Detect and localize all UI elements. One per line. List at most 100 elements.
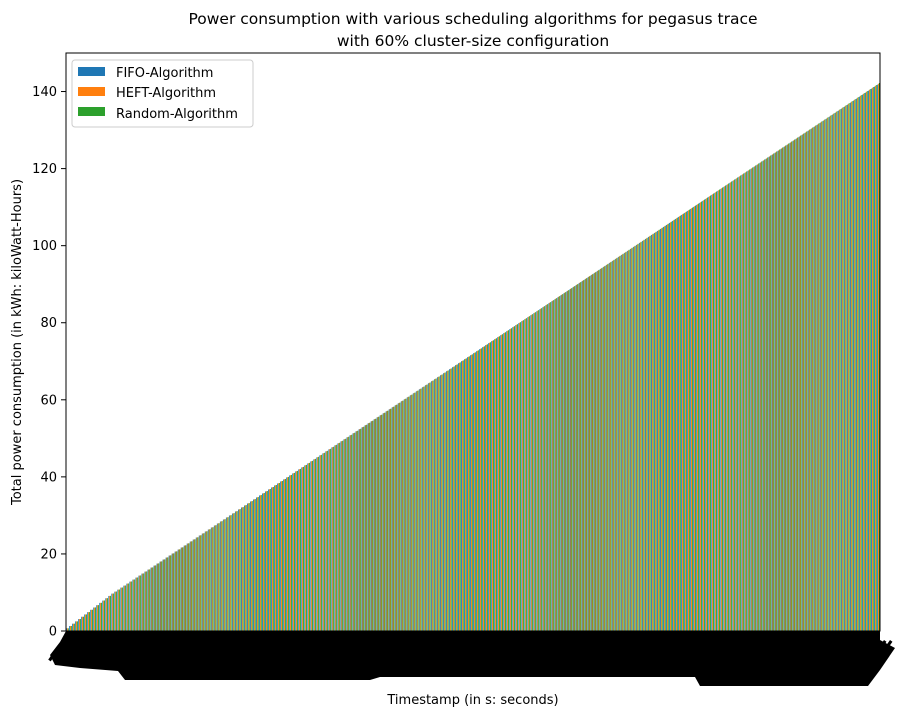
bar-fifo-algorithm (672, 220, 674, 631)
x-tick-label (444, 640, 461, 662)
x-tick-label (492, 640, 509, 662)
bar-random-algorithm (128, 583, 130, 631)
bar-fifo-algorithm (521, 321, 523, 631)
x-tick-label (546, 640, 563, 662)
bar-random-algorithm (348, 436, 350, 631)
bar-random-algorithm (194, 539, 196, 631)
bar-fifo-algorithm (801, 134, 803, 632)
bar-fifo-algorithm (207, 529, 209, 631)
bar-heft-algorithm (859, 95, 861, 632)
x-tick-label (540, 640, 557, 662)
bar-random-algorithm (827, 117, 829, 632)
bar-heft-algorithm (519, 322, 521, 631)
bar-fifo-algorithm (286, 477, 288, 631)
bar-random-algorithm (333, 446, 335, 631)
bar-fifo-algorithm (156, 563, 158, 631)
x-tick-label (276, 640, 293, 662)
bar-fifo-algorithm (623, 252, 625, 631)
bar-random-algorithm (420, 388, 422, 631)
bar-random-algorithm (625, 251, 627, 631)
bar-fifo-algorithm (611, 260, 613, 631)
bar-heft-algorithm (787, 144, 789, 631)
bar-heft-algorithm (513, 326, 515, 631)
bar-fifo-algorithm (877, 84, 879, 631)
bar-random-algorithm (73, 623, 75, 631)
bar-random-algorithm (646, 237, 648, 631)
bar-fifo-algorithm (204, 531, 206, 631)
bar-random-algorithm (281, 480, 283, 631)
bar-fifo-algorithm (268, 489, 270, 631)
bar-heft-algorithm (766, 158, 768, 631)
bar-fifo-algorithm (536, 311, 538, 631)
bar-random-algorithm (496, 338, 497, 631)
bar-fifo-algorithm (446, 371, 447, 631)
bar-heft-algorithm (823, 119, 825, 631)
bar-fifo-algorithm (488, 343, 490, 631)
bar-random-algorithm (300, 468, 301, 631)
bar-random-algorithm (450, 368, 452, 631)
y-tick-label: 0 (49, 625, 57, 640)
bar-fifo-algorithm (470, 355, 472, 631)
bar-heft-algorithm (202, 533, 204, 631)
bar-fifo-algorithm (238, 509, 239, 631)
bar-heft-algorithm (570, 288, 572, 631)
bar-fifo-algorithm (530, 315, 532, 631)
bar-fifo-algorithm (415, 391, 417, 631)
bar-random-algorithm (309, 462, 310, 631)
x-tick-label (522, 640, 539, 662)
bar-random-algorithm (773, 153, 775, 631)
bar-heft-algorithm (691, 208, 692, 631)
bar-random-algorithm (679, 215, 681, 631)
bar-random-algorithm (863, 93, 865, 631)
bar-heft-algorithm (100, 602, 102, 631)
bar-random-algorithm (824, 119, 826, 632)
bar-random-algorithm (291, 474, 292, 631)
bar-random-algorithm (541, 308, 543, 631)
bar-random-algorithm (396, 404, 398, 631)
x-tick-label (144, 640, 161, 662)
bar-heft-algorithm (477, 350, 478, 631)
bar-heft-algorithm (727, 184, 729, 632)
bar-random-algorithm (758, 163, 760, 631)
bar-random-algorithm (670, 221, 672, 631)
bar-heft-algorithm (501, 334, 503, 631)
x-tick-label (408, 640, 425, 662)
x-tick-label (366, 640, 383, 662)
x-tick-label (210, 640, 227, 662)
bar-fifo-algorithm (831, 114, 833, 631)
bar-fifo-algorithm (78, 619, 80, 631)
bar-random-algorithm (691, 207, 693, 631)
x-tick-label (750, 640, 767, 662)
bar-heft-algorithm (356, 431, 358, 631)
x-tick-label (84, 640, 101, 662)
bar-random-algorithm (176, 551, 178, 631)
bar-fifo-algorithm (385, 411, 387, 631)
legend: FIFO-Algorithm HEFT-Algorithm Random-Alg… (71, 59, 254, 128)
bar-heft-algorithm (299, 469, 301, 631)
bar-fifo-algorithm (256, 497, 257, 631)
bar-random-algorithm (369, 422, 371, 631)
bar-fifo-algorithm (96, 605, 98, 631)
bar-heft-algorithm (353, 433, 355, 631)
bar-heft-algorithm (85, 614, 87, 631)
bar-random-algorithm (589, 275, 591, 631)
bar-fifo-algorithm (593, 273, 595, 631)
x-tick-label (654, 640, 671, 662)
bar-fifo-algorithm (645, 238, 646, 631)
bar-random-algorithm (405, 398, 407, 631)
bar-heft-algorithm (775, 152, 777, 631)
bar-random-algorithm (131, 581, 133, 631)
bar-heft-algorithm (281, 481, 282, 631)
bar-heft-algorithm (341, 441, 343, 631)
bar-random-algorithm (806, 131, 808, 632)
bar-fifo-algorithm (162, 559, 164, 631)
bar-heft-algorithm (754, 166, 756, 632)
x-tick-label (162, 640, 179, 662)
bar-heft-algorithm (793, 140, 795, 631)
bar-heft-algorithm (495, 338, 497, 631)
bar-heft-algorithm (106, 598, 108, 631)
bar-heft-algorithm (208, 529, 210, 631)
bar-heft-algorithm (73, 623, 74, 631)
x-tick-label (792, 640, 809, 662)
bar-heft-algorithm (528, 316, 530, 631)
